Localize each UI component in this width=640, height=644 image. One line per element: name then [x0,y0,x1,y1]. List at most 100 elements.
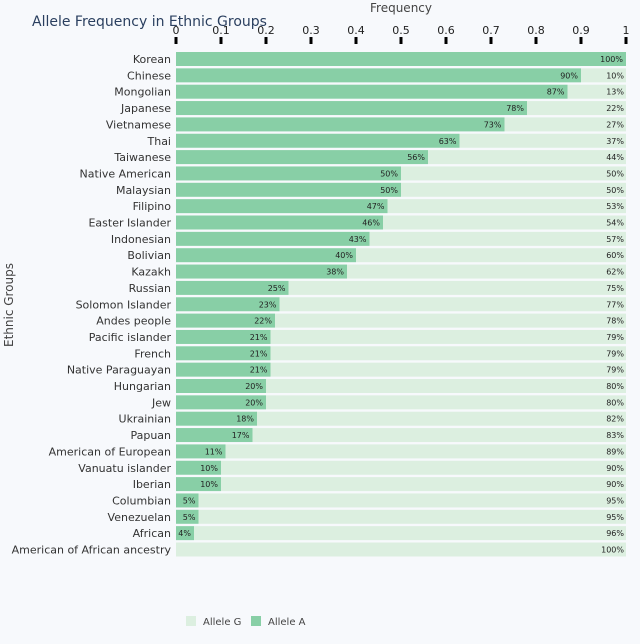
y-tick-label: Japanese [120,102,171,115]
y-tick-label: Solomon Islander [76,298,172,311]
bar-allele-a[interactable] [176,477,221,492]
bar-allele-a[interactable] [176,231,370,246]
bar-allele-a[interactable] [176,460,221,475]
bar-allele-a[interactable] [176,280,289,295]
bar-allele-g[interactable] [275,313,626,328]
y-tick-label: Thai [147,135,172,148]
bar-allele-a[interactable] [176,84,568,99]
bar-allele-a[interactable] [176,215,383,230]
legend-swatch[interactable] [251,616,261,626]
x-tick-label: 0.1 [212,24,230,37]
data-label-allele-a: 21% [250,366,268,375]
bar-allele-g[interactable] [383,215,626,230]
bar-allele-g[interactable] [270,362,627,377]
bar-allele-g[interactable] [567,84,627,99]
bar-allele-g[interactable] [270,329,627,344]
data-label-allele-a: 46% [362,219,380,228]
data-label-allele-g: 27% [606,120,624,129]
bar-allele-a[interactable] [176,444,226,459]
y-tick-label: Ukrainian [119,413,172,426]
chart-title: Allele Frequency in Ethnic Groups [32,14,267,30]
bar-allele-g[interactable] [288,280,627,295]
bar-allele-g[interactable] [270,346,627,361]
x-tick-label: 1 [623,24,630,37]
data-label-allele-a: 78% [506,104,524,113]
bar-allele-a[interactable] [176,509,199,524]
y-tick-label: Korean [133,53,171,66]
bar-allele-a[interactable] [176,199,388,214]
bar-allele-a[interactable] [176,117,505,132]
bar-allele-a[interactable] [176,52,626,66]
bar-allele-g[interactable] [459,133,627,148]
data-label-allele-a: 50% [380,186,398,195]
data-label-allele-a: 20% [245,382,263,391]
bar-allele-g[interactable] [347,264,626,279]
bar-allele-a[interactable] [176,264,347,279]
x-axis: 0 0.1 0.2 0.3 0.4 0.5 0.6 0.7 0.8 0.9 1 [173,24,630,44]
bar-allele-g[interactable] [257,411,626,426]
bar-allele-a[interactable] [176,150,428,165]
y-tick-label: Vanuatu islander [78,462,171,475]
bar-allele-g[interactable] [225,444,627,459]
bar-allele-a[interactable] [176,395,266,410]
y-tick-label: Papuan [130,429,171,442]
x-tick-label: 0.7 [482,24,500,37]
bar-allele-g[interactable] [401,182,626,197]
legend-label[interactable]: Allele A [268,617,306,628]
bar-allele-g[interactable] [198,493,627,508]
bar-allele-a[interactable] [176,166,401,181]
data-label-allele-g: 62% [606,268,624,277]
bar-allele-a[interactable] [176,379,266,393]
y-tick-label: American of African ancestry [12,544,172,557]
data-label-allele-g: 54% [606,219,624,228]
bar-allele-a[interactable] [176,493,199,508]
bar-allele-a[interactable] [176,68,581,83]
y-tick-label: Hungarian [114,380,171,393]
bar-allele-a[interactable] [176,313,275,328]
bar-allele-g[interactable] [504,117,627,132]
bar-allele-a[interactable] [176,133,460,148]
data-label-allele-g: 95% [606,513,624,522]
bar-allele-g[interactable] [194,526,626,541]
bar-allele-g[interactable] [221,460,626,475]
data-label-allele-a: 21% [250,333,268,342]
bar-allele-g[interactable] [401,166,626,181]
bar-allele-g[interactable] [252,428,627,443]
legend-swatch[interactable] [186,616,196,626]
bar-allele-a[interactable] [176,182,401,197]
bar-allele-g[interactable] [356,248,626,263]
y-tick-label: Native American [80,167,171,180]
bar-allele-g[interactable] [387,199,627,214]
data-label-allele-a: 38% [326,268,344,277]
bar-allele-a[interactable] [176,101,527,116]
bar-allele-a[interactable] [176,346,271,361]
x-tick-label: 0.8 [527,24,545,37]
bar-allele-g[interactable] [581,68,626,83]
bar-allele-g[interactable] [266,379,626,393]
data-label-allele-a: 63% [439,137,457,146]
bar-allele-g[interactable] [198,509,627,524]
x-tick-label: 0.6 [437,24,455,37]
bar-allele-g[interactable] [279,297,627,312]
bar-allele-g[interactable] [266,395,626,410]
bar-allele-a[interactable] [176,329,271,344]
y-axis-title: Ethnic Groups [2,263,16,347]
legend[interactable]: Allele G Allele A [186,616,306,628]
bar-allele-a[interactable] [176,526,194,541]
bar-allele-a[interactable] [176,297,280,312]
bar-allele-a[interactable] [176,411,257,426]
data-label-allele-g: 83% [606,431,624,440]
legend-label[interactable]: Allele G [203,617,241,628]
bar-allele-g[interactable] [176,542,626,557]
bar-allele-a[interactable] [176,362,271,377]
bar-allele-g[interactable] [369,231,627,246]
bar-allele-g[interactable] [221,477,626,492]
bar-allele-g[interactable] [428,150,626,165]
bar-allele-a[interactable] [176,248,356,263]
y-tick-label: Pacific islander [89,331,172,344]
bar-allele-g[interactable] [527,101,626,116]
y-tick-label: Columbian [112,494,171,507]
bar-allele-a[interactable] [176,428,253,443]
y-tick-label: Vietnamese [106,118,171,131]
